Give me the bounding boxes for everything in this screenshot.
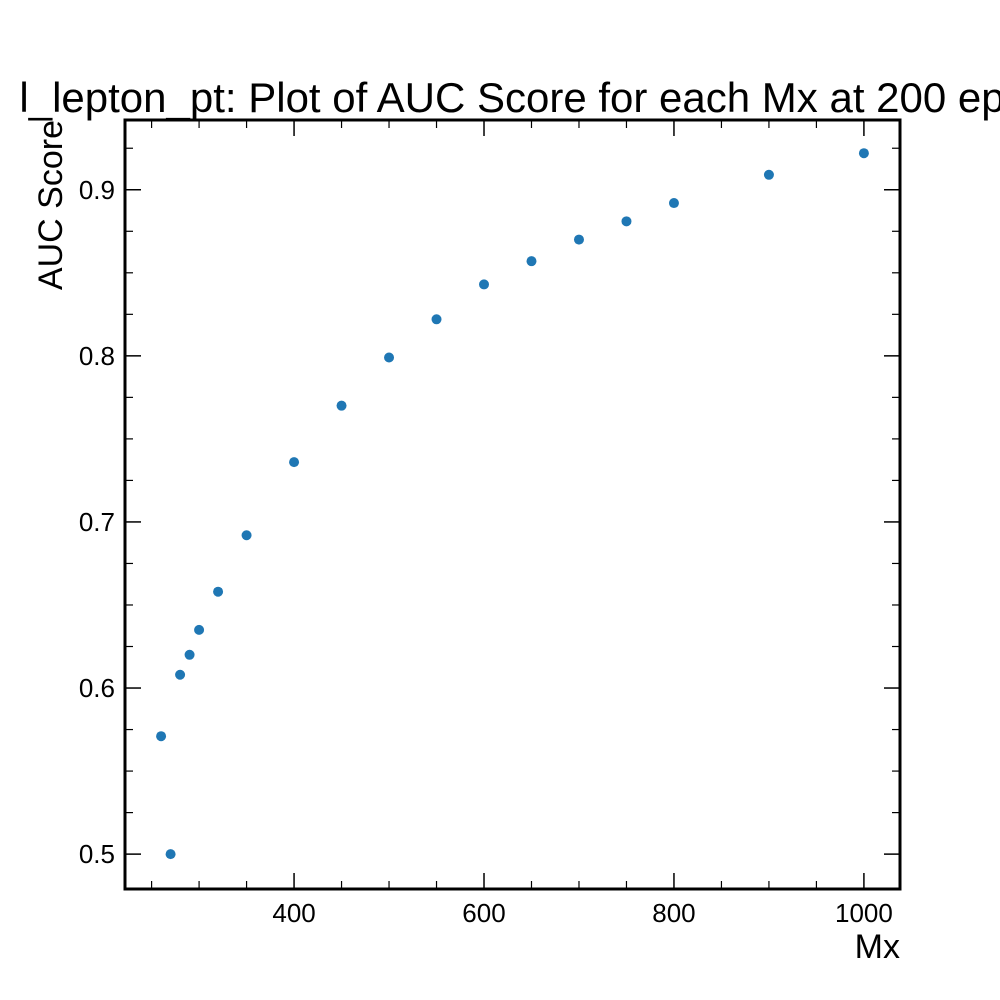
y-tick-label: 0.6: [79, 673, 115, 703]
data-point: [175, 669, 186, 680]
data-point: [336, 400, 347, 411]
data-points: [156, 148, 869, 860]
data-point: [213, 586, 224, 597]
y-tick-label: 0.9: [79, 175, 115, 205]
data-point: [526, 256, 537, 267]
chart-title: l_lepton_pt: Plot of AUC Score for each …: [19, 74, 1000, 121]
x-tick-label: 1000: [835, 898, 893, 928]
major-ticks: [125, 120, 900, 889]
y-tick-label: 0.8: [79, 341, 115, 371]
data-point: [241, 530, 252, 541]
y-tick-label: 0.5: [79, 839, 115, 869]
data-point: [431, 314, 442, 325]
x-tick-label: 800: [652, 898, 695, 928]
y-tick-label: 0.7: [79, 507, 115, 537]
data-point: [194, 624, 205, 635]
data-point: [573, 234, 584, 245]
data-point: [184, 649, 195, 660]
data-point: [668, 198, 679, 209]
data-point: [156, 731, 167, 742]
data-point: [289, 457, 300, 468]
x-tick-label: 400: [272, 898, 315, 928]
data-point: [165, 849, 176, 860]
tick-labels: 400 600 800 1000 0.5 0.6 0.7 0.8 0.9: [79, 175, 893, 928]
data-point: [763, 169, 774, 180]
plot-frame: [123, 118, 902, 891]
data-point: [384, 352, 395, 363]
x-tick-label: 600: [462, 898, 505, 928]
y-axis-label: AUC Score: [32, 120, 70, 290]
data-point: [858, 148, 869, 159]
data-point: [479, 279, 490, 290]
data-point: [621, 216, 632, 227]
minor-ticks: [125, 120, 900, 889]
x-axis-label: Mx: [855, 928, 900, 966]
